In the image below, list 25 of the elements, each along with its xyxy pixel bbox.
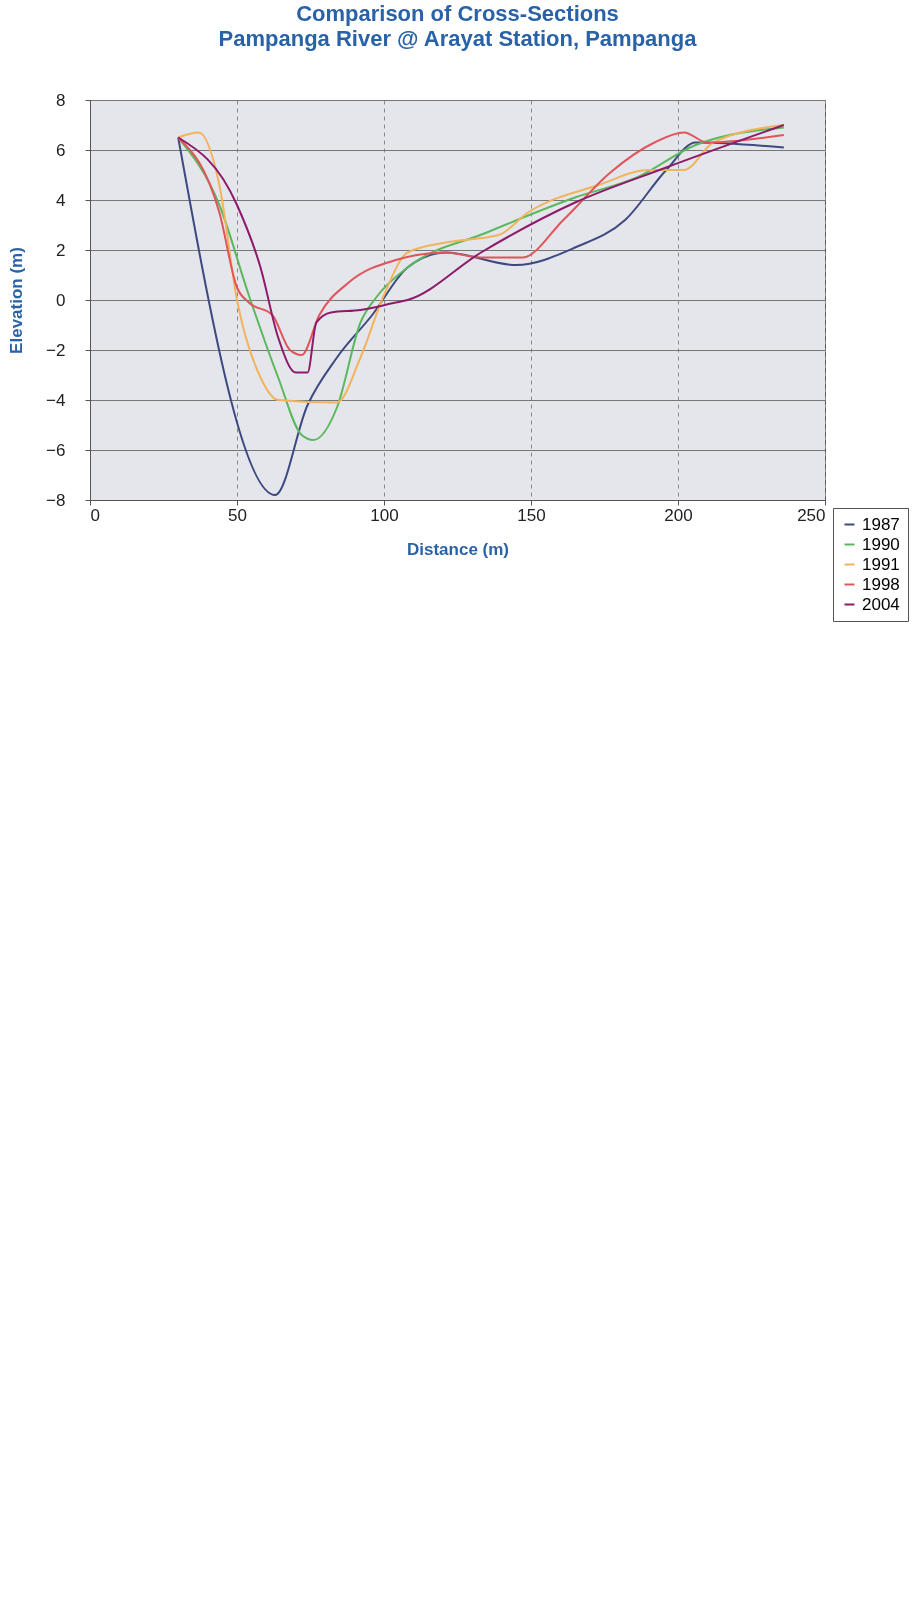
- x-tick-label: 150: [517, 505, 546, 525]
- legend-label: 2004: [862, 594, 900, 614]
- y-tick-label: 0: [56, 290, 66, 310]
- x-axis-title: Distance (m): [406, 539, 510, 559]
- x-tick-label: 0: [90, 505, 100, 525]
- y-tick-label: −6: [46, 440, 66, 460]
- legend-label: 1991: [862, 554, 900, 574]
- chart-title: Comparison of Cross-Sections: [296, 1, 619, 26]
- legend-label: 1990: [862, 534, 900, 554]
- y-tick-label: −8: [46, 490, 66, 510]
- x-tick-label: 250: [797, 505, 826, 525]
- x-tick-label: 200: [664, 505, 693, 525]
- x-tick-label: 100: [370, 505, 399, 525]
- y-tick-label: −2: [46, 340, 66, 360]
- line-series: [177, 136, 785, 496]
- legend-label: 1987: [862, 514, 900, 534]
- x-tick-label: 50: [228, 505, 247, 525]
- y-tick-label: −4: [46, 390, 66, 410]
- y-axis-title: Elevation (m): [7, 247, 27, 354]
- y-tick-label: 8: [56, 90, 66, 110]
- y-tick-label: 2: [56, 240, 66, 260]
- chart-subtitle: Pampanga River @ Arayat Station, Pampanga: [218, 26, 698, 51]
- y-tick-label: 4: [56, 190, 66, 210]
- legend-label: 1998: [862, 574, 900, 594]
- y-tick-label: 6: [56, 140, 66, 160]
